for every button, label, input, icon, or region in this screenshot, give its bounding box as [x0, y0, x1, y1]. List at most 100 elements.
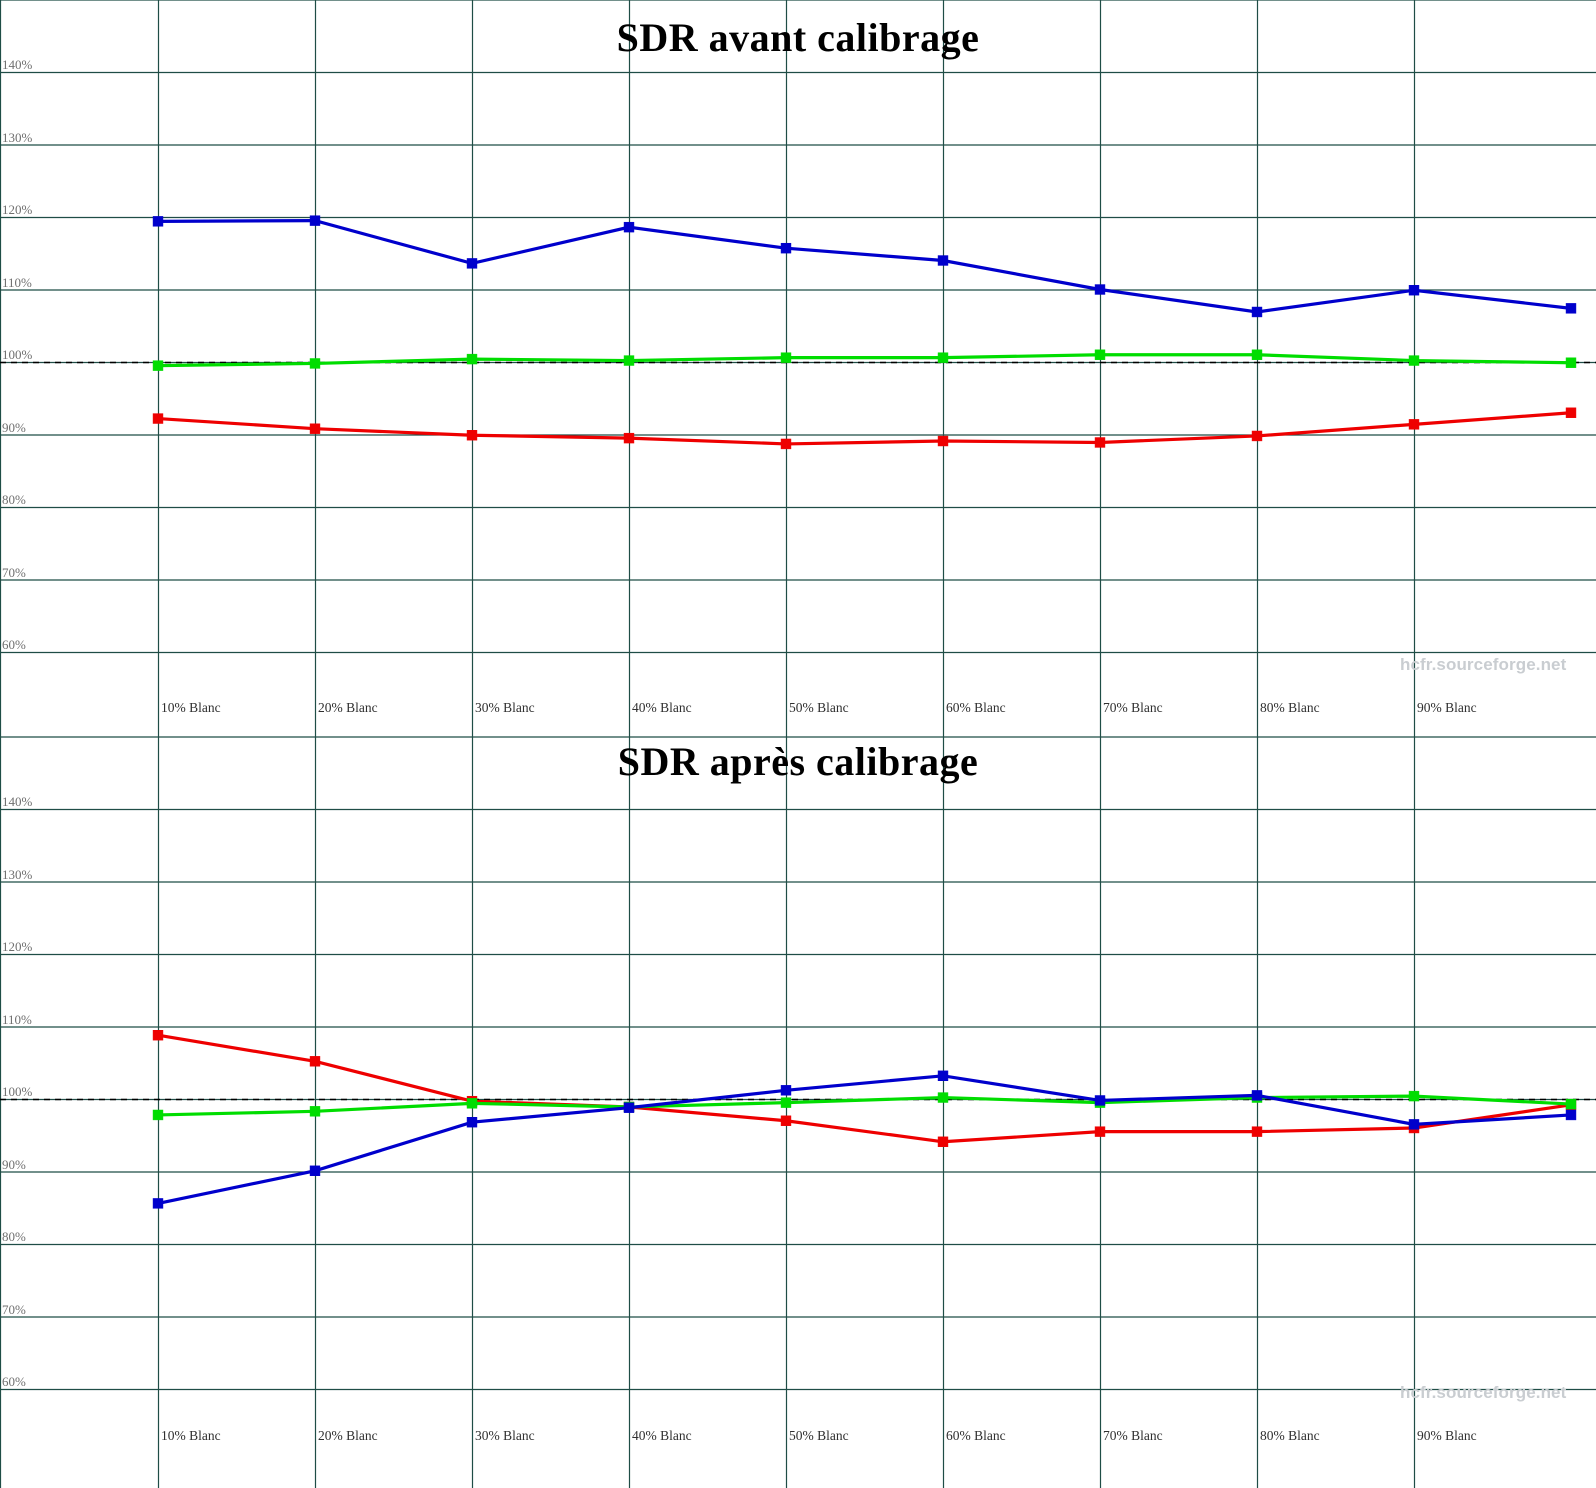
data-point-marker	[309, 358, 321, 369]
y-axis-tick-label: 70%	[2, 1301, 26, 1317]
y-axis-tick-label: 120%	[2, 939, 33, 954]
data-point-marker	[937, 352, 949, 363]
data-point-marker	[937, 1136, 949, 1147]
x-axis-tick-label: 80% Blanc	[1260, 700, 1320, 715]
data-point-marker	[623, 221, 635, 233]
x-axis-tick-label: 20% Blanc	[318, 1428, 378, 1443]
y-axis-tick-label: 100%	[2, 1084, 33, 1099]
data-point-marker	[1251, 1126, 1263, 1137]
x-axis-tick-label: 60% Blanc	[946, 1428, 1006, 1443]
y-axis-tick-label: 90%	[2, 419, 26, 435]
data-point-marker	[1094, 1095, 1106, 1106]
data-point-marker	[309, 1106, 321, 1117]
chart-panel-sdr-apres: SDR après calibrage hcfr.sourceforge.net…	[0, 728, 1596, 1488]
data-point-marker	[937, 1092, 949, 1103]
data-point-marker	[780, 1085, 792, 1096]
series-line-vert	[157, 1094, 1572, 1117]
data-point-marker	[466, 1117, 478, 1128]
y-axis-tick-label: 80%	[2, 492, 26, 507]
data-point-marker	[780, 242, 792, 254]
series-line-bleu	[157, 219, 1572, 314]
data-point-marker	[1251, 430, 1263, 442]
data-point-marker	[152, 413, 164, 424]
data-point-marker	[1408, 419, 1420, 430]
data-point-marker	[309, 1165, 321, 1176]
x-axis-tick-label: 20% Blanc	[318, 700, 378, 715]
series-line-bleu	[157, 1074, 1572, 1205]
watermark-hcfr-top: hcfr.sourceforge.net	[1400, 655, 1567, 674]
data-point-marker	[1565, 303, 1577, 314]
data-point-marker	[1251, 306, 1263, 318]
plot-area-sdr-avant	[0, 0, 1596, 728]
series-line-rouge	[157, 1033, 1572, 1144]
y-axis-tick-label: 140%	[2, 57, 33, 72]
data-point-marker	[937, 435, 949, 447]
data-point-marker	[1094, 349, 1106, 360]
data-point-marker	[1094, 1126, 1106, 1137]
watermark-hcfr-bottom: hcfr.sourceforge.net	[1400, 1383, 1567, 1402]
data-point-marker	[937, 1070, 949, 1082]
x-axis-tick-label: 90% Blanc	[1417, 700, 1477, 715]
x-axis-tick-label: 80% Blanc	[1260, 1428, 1320, 1443]
data-point-marker	[152, 216, 164, 227]
x-axis-tick-label: 60% Blanc	[946, 700, 1006, 715]
data-point-marker	[780, 438, 792, 450]
data-point-marker	[623, 1102, 635, 1113]
data-point-marker	[1251, 1090, 1263, 1101]
y-axis-tick-label: 90%	[2, 1156, 26, 1172]
data-point-marker	[309, 423, 321, 434]
data-point-marker	[1094, 284, 1106, 295]
data-point-marker	[152, 1198, 164, 1209]
data-point-marker	[780, 352, 792, 363]
y-axis-tick-label: 130%	[2, 866, 33, 882]
data-point-marker	[623, 355, 635, 366]
data-point-marker	[780, 1097, 792, 1108]
data-point-marker	[309, 215, 321, 226]
y-axis-tick-label: 80%	[2, 1229, 26, 1244]
x-axis-tick-label: 50% Blanc	[789, 1428, 849, 1443]
data-point-marker	[309, 1056, 321, 1067]
y-axis-tick-label: 130%	[2, 129, 33, 145]
data-point-marker	[1094, 437, 1106, 448]
data-point-marker	[1565, 357, 1577, 368]
data-point-marker	[1408, 1119, 1420, 1130]
data-point-marker	[466, 1098, 478, 1109]
data-point-marker	[1565, 407, 1577, 418]
y-axis-tick-label: 120%	[2, 202, 33, 217]
data-point-marker	[1408, 355, 1420, 366]
x-axis-tick-label: 10% Blanc	[161, 1428, 221, 1443]
chart-panel-sdr-avant: SDR avant calibrage hcfr.sourceforge.net…	[0, 0, 1596, 728]
data-point-marker	[937, 255, 949, 266]
data-point-marker	[1251, 349, 1263, 360]
x-axis-tick-label: 40% Blanc	[632, 700, 692, 715]
x-axis-tick-label: 50% Blanc	[789, 700, 849, 715]
data-point-marker	[466, 353, 478, 365]
x-axis-tick-label: 10% Blanc	[161, 700, 221, 715]
y-axis-tick-label: 100%	[2, 347, 33, 362]
x-axis-tick-label: 30% Blanc	[475, 1428, 535, 1443]
y-axis-tick-label: 110%	[2, 274, 32, 290]
x-axis-tick-label: 30% Blanc	[475, 700, 535, 715]
data-point-marker	[1565, 1098, 1577, 1110]
data-point-marker	[780, 1115, 792, 1126]
y-axis-tick-label: 60%	[2, 637, 26, 652]
data-point-marker	[1565, 1109, 1577, 1121]
x-axis-tick-label: 70% Blanc	[1103, 1428, 1163, 1443]
data-point-marker	[152, 1109, 164, 1121]
data-point-marker	[152, 360, 164, 371]
y-axis-tick-label: 70%	[2, 564, 26, 580]
plot-area-sdr-apres	[0, 728, 1596, 1488]
series-line-vert	[157, 353, 1572, 368]
data-point-marker	[623, 432, 635, 444]
y-axis-tick-label: 110%	[2, 1011, 32, 1027]
y-axis-tick-label: 60%	[2, 1374, 26, 1389]
x-axis-tick-label: 90% Blanc	[1417, 1428, 1477, 1443]
series-line-rouge	[157, 411, 1572, 446]
data-point-marker	[466, 430, 478, 441]
x-axis-tick-label: 70% Blanc	[1103, 700, 1163, 715]
data-point-marker	[152, 1030, 164, 1041]
data-point-marker	[1408, 1090, 1420, 1102]
data-point-marker	[466, 258, 478, 269]
y-axis-tick-label: 140%	[2, 794, 33, 809]
x-axis-tick-label: 40% Blanc	[632, 1428, 692, 1443]
